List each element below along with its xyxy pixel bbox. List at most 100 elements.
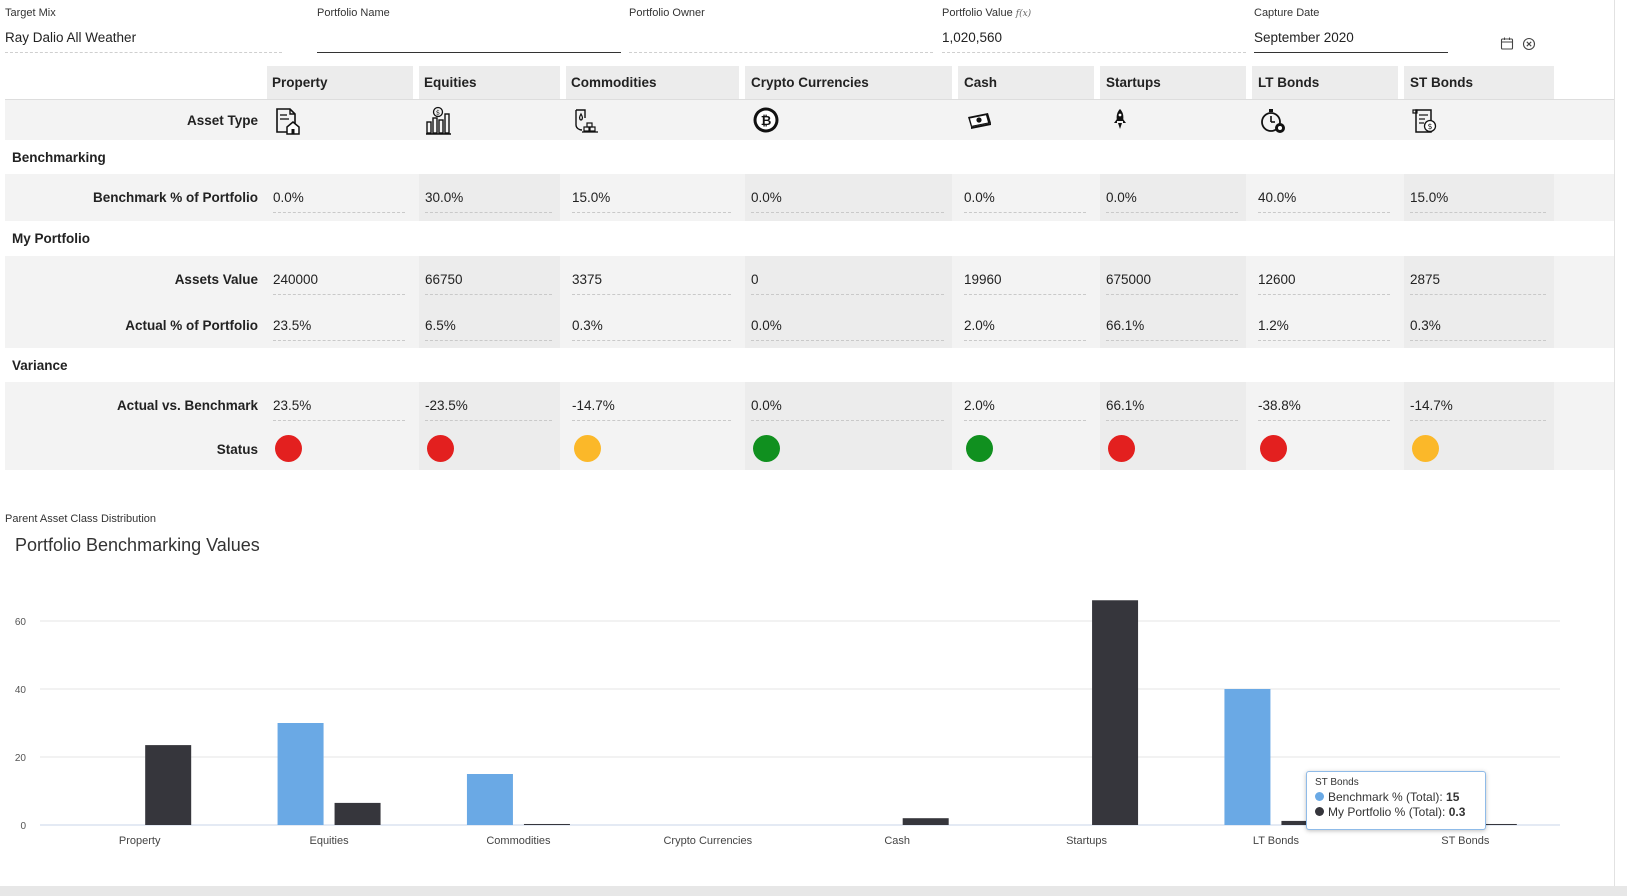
portfolio-name-label: Portfolio Name xyxy=(317,7,390,19)
variance-startups: 66.1% xyxy=(1106,398,1145,413)
status-label: Status xyxy=(216,442,258,457)
bar-portfolio[interactable] xyxy=(1281,820,1328,825)
chart-tooltip: ST Bonds Benchmark % (Total): 15 My Port… xyxy=(1306,771,1486,830)
cash-variance-cells: 2.0% xyxy=(958,382,1094,470)
tooltip-line-portfolio: My Portfolio % (Total): 0.3 xyxy=(1315,805,1477,820)
assets-value-startups[interactable]: 675000 xyxy=(1106,272,1152,287)
benchmarking-heading: Benchmarking xyxy=(12,150,106,165)
target-mix-value[interactable]: Ray Dalio All Weather xyxy=(5,30,137,45)
chart-title: Portfolio Benchmarking Values xyxy=(15,535,260,555)
variance-section: Variance xyxy=(5,348,1615,382)
col-header-property: Property xyxy=(267,66,413,99)
benchmark-legend-dot xyxy=(1315,792,1324,801)
crypto-portfolio-cells: 0 0.0% xyxy=(745,256,952,348)
benchmarking-section: Benchmarking xyxy=(5,140,1615,174)
x-tick-label: Commodities xyxy=(486,835,551,847)
col-header-st-bonds: ST Bonds xyxy=(1404,66,1554,99)
benchmark-pct-cash[interactable]: 0.0% xyxy=(958,174,1094,221)
x-tick-label: Cash xyxy=(884,835,910,847)
my-portfolio-heading: My Portfolio xyxy=(12,231,90,246)
col-header-commodities: Commodities xyxy=(566,66,739,99)
bar-benchmark[interactable] xyxy=(277,723,324,825)
tooltip-line-benchmark: Benchmark % (Total): 15 xyxy=(1315,790,1477,805)
svg-text:$: $ xyxy=(436,109,440,117)
my-portfolio-section: My Portfolio xyxy=(5,221,1615,256)
variance-crypto: 0.0% xyxy=(751,398,782,413)
status-indicator-green xyxy=(753,435,780,462)
property-icon xyxy=(276,108,300,135)
portfolio-name-field[interactable]: Portfolio Name xyxy=(317,0,621,56)
actual-vs-benchmark-label: Actual vs. Benchmark xyxy=(116,398,258,413)
benchmark-pct-row: Benchmark % of Portfolio 0.0% 30.0% 15.0… xyxy=(5,174,1615,221)
target-mix-field[interactable]: Target Mix Ray Dalio All Weather xyxy=(5,0,282,56)
assets-value-equities[interactable]: 66750 xyxy=(425,272,463,287)
capture-date-controls xyxy=(1500,37,1536,51)
bar-portfolio[interactable] xyxy=(145,745,192,825)
tooltip-title: ST Bonds xyxy=(1315,777,1359,788)
bar-portfolio[interactable] xyxy=(1092,600,1139,825)
benchmark-pct-crypto[interactable]: 0.0% xyxy=(745,174,952,221)
portfolio-value-underline xyxy=(942,52,1246,53)
assets-value-st-bonds[interactable]: 2875 xyxy=(1410,272,1441,287)
benchmark-pct-st-bonds[interactable]: 15.0% xyxy=(1404,174,1554,221)
col-header-cash: Cash xyxy=(958,66,1094,99)
actual-pct-startups: 66.1% xyxy=(1106,318,1145,333)
assets-value-property[interactable]: 240000 xyxy=(273,272,319,287)
assets-value-commodities[interactable]: 3375 xyxy=(572,272,603,287)
bar-portfolio[interactable] xyxy=(902,818,949,825)
clear-date-icon[interactable] xyxy=(1522,37,1536,51)
assets-value-crypto[interactable]: 0 xyxy=(751,272,759,287)
asset-type-row: Asset Type $ xyxy=(5,99,1615,140)
variance-st-bonds: -14.7% xyxy=(1410,398,1453,413)
target-mix-label: Target Mix xyxy=(5,7,56,19)
chart-caption: Parent Asset Class Distribution xyxy=(5,513,157,525)
actual-pct-label: Actual % of Portfolio xyxy=(125,318,258,333)
benchmark-pct-equities[interactable]: 30.0% xyxy=(419,174,560,221)
x-tick-label: Property xyxy=(119,835,161,847)
bar-benchmark[interactable] xyxy=(466,774,513,825)
status-indicator-red xyxy=(1108,435,1135,462)
st-bonds-portfolio-cells: 2875 0.3% xyxy=(1404,256,1554,348)
y-tick-label: 20 xyxy=(15,753,27,764)
portfolio-legend-dot xyxy=(1315,807,1324,816)
bar-portfolio[interactable] xyxy=(1470,823,1517,825)
benchmark-pct-property[interactable]: 0.0% xyxy=(267,174,413,221)
portfolio-value-label: Portfolio Value f(x) xyxy=(942,7,1032,19)
capture-date-input[interactable]: September 2020 xyxy=(1254,30,1354,45)
actual-pct-st-bonds: 0.3% xyxy=(1410,318,1441,333)
benchmarking-bar-chart[interactable]: 020406080PropertyEquitiesCommoditiesCryp… xyxy=(0,560,1614,886)
benchmark-pct-lt-bonds[interactable]: 40.0% xyxy=(1252,174,1398,221)
vertical-scrollbar[interactable] xyxy=(1614,0,1615,886)
status-indicator-red xyxy=(1260,435,1287,462)
portfolio-owner-field[interactable]: Portfolio Owner xyxy=(629,0,933,56)
capture-date-field[interactable]: Capture Date September 2020 xyxy=(1254,0,1448,56)
status-indicator-green xyxy=(966,435,993,462)
benchmark-pct-label: Benchmark % of Portfolio xyxy=(92,190,258,205)
property-portfolio-cells: 240000 23.5% xyxy=(267,256,413,348)
bitcoin-icon: ₿ xyxy=(753,107,779,133)
bar-portfolio[interactable] xyxy=(523,823,570,825)
lt-bonds-portfolio-cells: 12600 1.2% xyxy=(1252,256,1398,348)
horizontal-scrollbar[interactable] xyxy=(0,886,1627,896)
x-tick-label: ST Bonds xyxy=(1441,835,1490,847)
asset-type-label: Asset Type xyxy=(186,113,258,128)
col-header-equities: Equities xyxy=(419,66,560,99)
bar-benchmark[interactable] xyxy=(1224,689,1271,825)
portfolio-value-value: 1,020,560 xyxy=(942,30,1003,45)
lt-bonds-icon xyxy=(1261,109,1285,133)
variance-equities: -23.5% xyxy=(425,398,468,413)
startups-portfolio-cells: 675000 66.1% xyxy=(1100,256,1246,348)
bar-portfolio[interactable] xyxy=(334,802,381,825)
assets-value-lt-bonds[interactable]: 12600 xyxy=(1258,272,1296,287)
status-indicator-red xyxy=(427,435,454,462)
st-bonds-icon: $ xyxy=(1412,109,1437,133)
benchmark-pct-commodities[interactable]: 15.0% xyxy=(566,174,739,221)
assets-value-cash[interactable]: 19960 xyxy=(964,272,1002,287)
status-indicator-red xyxy=(275,435,302,462)
variance-property: 23.5% xyxy=(273,398,312,413)
benchmark-pct-startups[interactable]: 0.0% xyxy=(1100,174,1246,221)
crypto-variance-cells: 0.0% xyxy=(745,382,952,470)
commodities-portfolio-cells: 3375 0.3% xyxy=(566,256,739,348)
calendar-icon[interactable] xyxy=(1500,37,1514,50)
capture-date-underline xyxy=(1254,52,1448,53)
